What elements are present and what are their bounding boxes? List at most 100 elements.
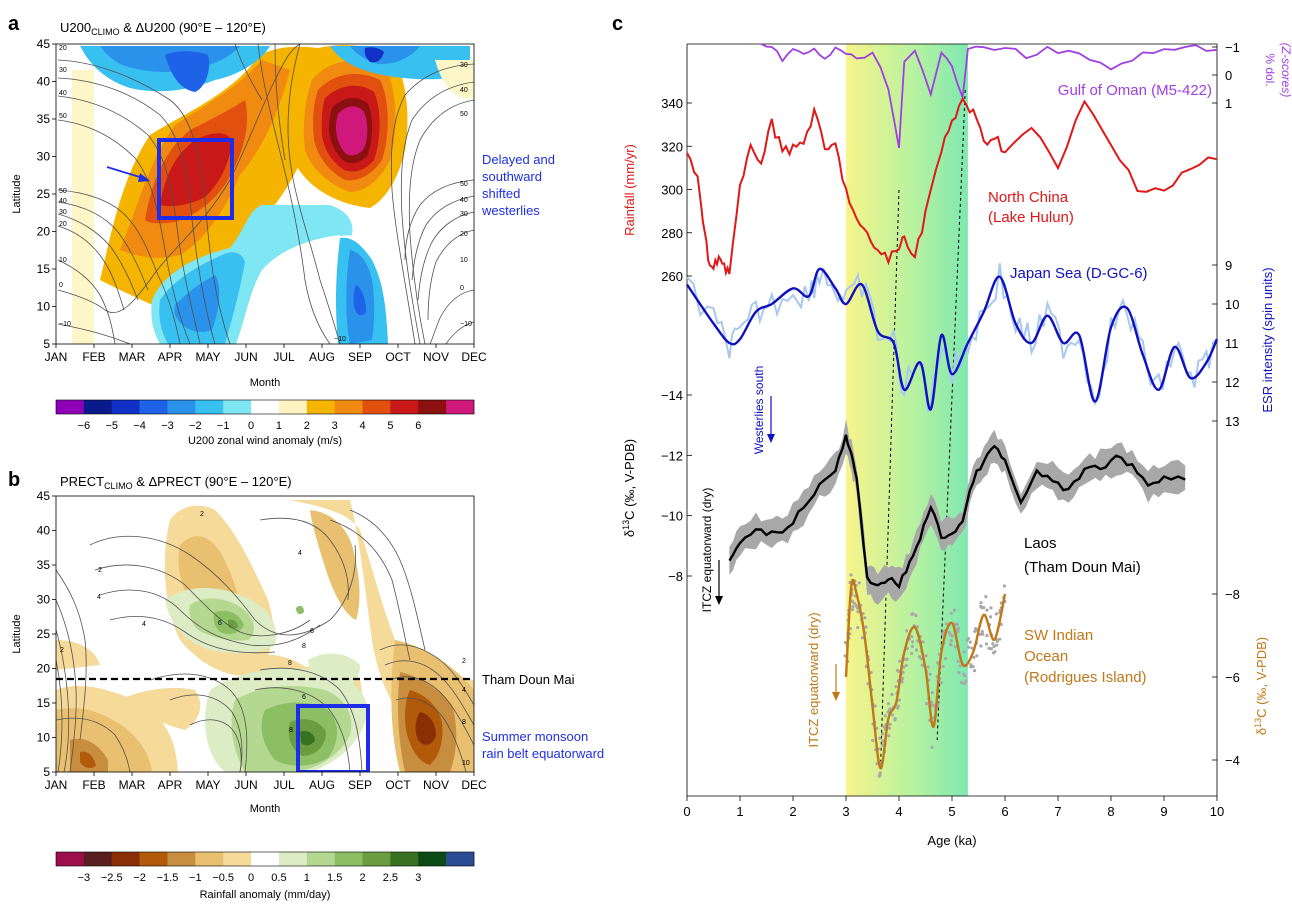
latitude-tick-label: 45 bbox=[37, 37, 51, 51]
sw-data-point bbox=[948, 642, 953, 647]
colorbar-swatch bbox=[56, 852, 85, 866]
colorbar-swatch bbox=[278, 852, 308, 866]
colorbar-tick-label: 3 bbox=[332, 420, 338, 432]
colorbar-swatch bbox=[56, 400, 85, 414]
colorbar-tick-label: 1.5 bbox=[327, 872, 342, 884]
contour-label: 8 bbox=[289, 727, 293, 734]
contour-label: 8 bbox=[288, 660, 292, 667]
annotation-line: Summer monsoon bbox=[482, 729, 588, 744]
sw-data-point bbox=[878, 736, 882, 740]
esr-ylabel: ESR intensity (spin units) bbox=[1260, 267, 1275, 412]
contour-label: 2 bbox=[60, 647, 64, 654]
sw-data-point bbox=[882, 725, 887, 729]
panel-a-contour-labels-left: 20 30 40 50 50 40 30 20 10 0 −10 bbox=[59, 45, 71, 328]
itcz-black-arrow bbox=[715, 560, 723, 605]
colorbar-tick-label: 4 bbox=[359, 420, 365, 432]
colorbar-swatch bbox=[111, 400, 140, 414]
age-tick-label: 0 bbox=[683, 804, 690, 819]
sw-data-point bbox=[952, 608, 957, 612]
panel-a-colorbar bbox=[55, 399, 475, 415]
annotation-line: rain belt equatorward bbox=[482, 746, 604, 761]
contour-label: 10 bbox=[460, 257, 468, 264]
sw-data-point bbox=[972, 668, 977, 673]
contour-label: −10 bbox=[59, 321, 71, 328]
sw-data-point bbox=[856, 625, 860, 630]
sw-data-point bbox=[1002, 584, 1007, 588]
laos-line bbox=[728, 434, 1186, 590]
sw-data-point bbox=[994, 612, 998, 616]
panel-letter-b: b bbox=[8, 469, 20, 491]
sw-data-point bbox=[957, 671, 961, 675]
latitude-tick-label: 25 bbox=[37, 187, 51, 201]
panel-c-axes: 0 1 2 3 4 5 6 7 8 9 10260280300320340−14−12−10−8−1… bbox=[661, 40, 1240, 819]
contour-label: 6 bbox=[302, 694, 306, 701]
rain-tick-label: 340 bbox=[661, 96, 683, 111]
rainfall-ylabel: Rainfall (mm/yr) bbox=[622, 144, 637, 236]
u200-climo-contours bbox=[57, 44, 474, 344]
sw-data-point bbox=[989, 606, 993, 610]
colorbar-swatch bbox=[223, 852, 252, 866]
panel-a-contour-labels-right: 30 40 50 50 40 30 20 10 0 −10 bbox=[460, 62, 472, 328]
month-tick-label: DEC bbox=[461, 778, 487, 792]
sw-data-point bbox=[971, 664, 975, 669]
age-tick-label: 8 bbox=[1107, 804, 1114, 819]
sw-data-point bbox=[887, 734, 891, 738]
sw-data-point bbox=[969, 663, 973, 667]
colorbar-swatch bbox=[390, 400, 419, 414]
sw-data-point bbox=[978, 632, 982, 636]
sw-data-point bbox=[910, 612, 914, 616]
contour-label: 50 bbox=[460, 181, 468, 188]
latitude-tick-label: 40 bbox=[37, 75, 51, 89]
latitude-tick-label: 5 bbox=[43, 765, 50, 779]
month-tick-label: APR bbox=[158, 778, 183, 792]
sw-data-point bbox=[920, 663, 924, 667]
month-tick-label: OCT bbox=[385, 350, 411, 364]
contour-label: 8 bbox=[462, 719, 466, 726]
sw-data-point bbox=[963, 673, 967, 678]
sw-data-point bbox=[914, 648, 919, 652]
d13c-left-ylabel: δ13C (‰, V-PDB) bbox=[621, 439, 637, 537]
colorbar-swatch bbox=[362, 852, 391, 866]
sw-data-point bbox=[852, 601, 856, 605]
sw-data-point bbox=[919, 657, 923, 661]
sw-data-point bbox=[900, 680, 904, 684]
d13c-right-tick-label: −6 bbox=[1225, 670, 1240, 685]
contour-label: 20 bbox=[59, 45, 67, 52]
colorbar-tick-label: 6 bbox=[415, 420, 421, 432]
sw-data-point bbox=[979, 644, 983, 648]
contour-label: 10 bbox=[59, 257, 67, 264]
age-tick-label: 6 bbox=[1001, 804, 1008, 819]
sw-data-point bbox=[968, 640, 972, 644]
contour-label: 40 bbox=[59, 198, 67, 205]
contour-label: 30 bbox=[59, 209, 67, 216]
colorbar-swatch bbox=[334, 852, 363, 866]
sw-data-point bbox=[905, 657, 909, 661]
westerlies-arrow bbox=[767, 396, 775, 443]
contour-label: 50 bbox=[460, 111, 468, 118]
sw-data-point bbox=[904, 663, 908, 668]
contour-label: 2 bbox=[200, 511, 204, 518]
sw-data-point bbox=[939, 681, 944, 685]
colorbar-tick-label: −0.5 bbox=[212, 872, 234, 884]
sw-data-point bbox=[989, 615, 993, 619]
sw-data-point bbox=[926, 665, 930, 669]
latitude-tick-label: 20 bbox=[37, 662, 51, 676]
sw-data-point bbox=[890, 692, 894, 696]
colorbar-tick-label: −4 bbox=[133, 420, 146, 432]
contour-label: 6 bbox=[218, 620, 222, 627]
colorbar-tick-label: −5 bbox=[105, 420, 118, 432]
colorbar-swatch bbox=[139, 400, 168, 414]
sw-data-point bbox=[987, 646, 991, 650]
month-tick-label: MAR bbox=[119, 778, 146, 792]
sw-data-point bbox=[941, 664, 945, 669]
rain-tick-label: 280 bbox=[661, 226, 683, 241]
colorbar-swatch bbox=[195, 852, 224, 866]
colorbar-tick-label: 2.5 bbox=[383, 872, 398, 884]
contour-label: 8 bbox=[302, 643, 306, 650]
contour-label: 6 bbox=[310, 628, 314, 635]
sw-data-point bbox=[851, 605, 855, 609]
age-tick-label: 2 bbox=[789, 804, 796, 819]
sw-data-point bbox=[979, 601, 983, 605]
contour-label: 2 bbox=[98, 567, 102, 574]
colorbar-frame bbox=[55, 851, 475, 867]
